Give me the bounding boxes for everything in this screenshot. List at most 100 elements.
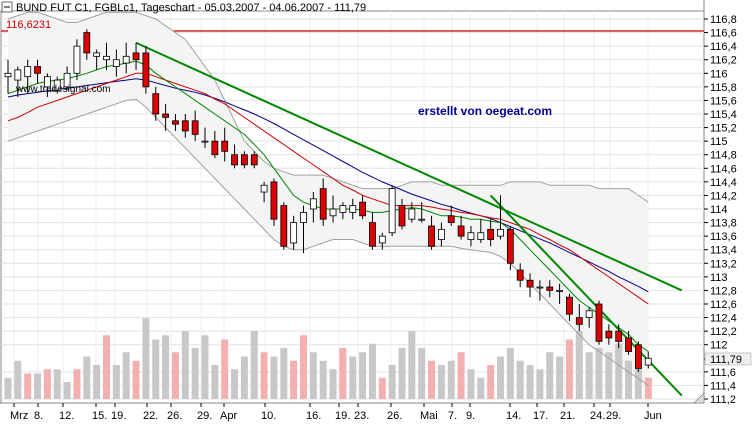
title-group: BUND FUT C1, FGBLc1, Tageschart - 05.03.… <box>1 1 366 14</box>
candle-up <box>408 208 416 220</box>
bollinger-band-shading <box>8 12 649 386</box>
y-tick-label: 112,6 <box>710 299 737 311</box>
x-tick-label: 12. <box>59 410 74 422</box>
x-tick-label: 19. <box>111 410 126 422</box>
x-tick-label: 29. <box>606 410 621 422</box>
y-tick-label: 115,8 <box>710 82 737 94</box>
volume-bar <box>615 343 623 399</box>
x-tick-label: 14. <box>506 410 521 422</box>
y-tick-label: 112,2 <box>710 326 737 338</box>
candle-up <box>418 218 426 221</box>
volume-bar <box>536 369 544 399</box>
volume-bar <box>14 360 22 399</box>
volume-bar <box>250 331 258 399</box>
volume-bar <box>506 348 514 399</box>
candle-up <box>378 235 386 244</box>
volume-bar <box>181 331 189 399</box>
candle-up <box>300 211 307 223</box>
candle-down <box>615 330 623 342</box>
volume-bar <box>408 331 416 399</box>
candle-up <box>585 310 593 318</box>
candle-up <box>437 228 445 240</box>
x-tick-label: 24. <box>590 410 605 422</box>
volume-bar <box>349 356 357 399</box>
y-tick-label: 115,2 <box>710 123 737 135</box>
candle-down <box>526 279 534 288</box>
y-tick-label: 111,4 <box>710 380 736 392</box>
x-tick-label: 29. <box>197 410 212 422</box>
candle-down <box>231 154 238 166</box>
y-tick-label: 116,2 <box>710 55 737 67</box>
candle-down <box>142 52 150 88</box>
x-tick-label: 21. <box>560 410 575 422</box>
candle-down <box>211 140 219 156</box>
candle-down <box>181 120 189 132</box>
x-tick-label: Mrz <box>10 410 28 422</box>
volume-bar <box>290 360 298 399</box>
y-tick-label: 112,8 <box>710 285 737 297</box>
y-tick-label: 113,8 <box>710 218 737 230</box>
volume-bar <box>605 352 613 399</box>
watermark: www.tradesignal.com <box>15 84 110 95</box>
resize-grip-icon[interactable] <box>693 392 705 404</box>
candle-up <box>339 205 347 213</box>
candle-down <box>487 228 495 240</box>
volume-bar <box>556 356 564 399</box>
candle-down <box>457 225 465 237</box>
volume-bar <box>368 343 376 399</box>
x-tick-label: 26. <box>167 410 182 422</box>
x-axis-panel <box>0 403 704 425</box>
volume-bar <box>4 377 12 399</box>
y-tick-label: 115,6 <box>710 95 737 107</box>
volume-bar <box>447 360 455 399</box>
volume-bar <box>152 339 160 399</box>
volume-bar <box>53 369 61 399</box>
volume-bar <box>457 352 465 399</box>
candle-down <box>625 337 632 352</box>
volume-bar <box>171 352 179 399</box>
volume-bar <box>565 339 573 399</box>
volume-bar <box>477 377 485 399</box>
candle-up <box>201 140 209 143</box>
volume-bar <box>487 365 495 399</box>
y-tick-label: 116,8 <box>710 14 737 26</box>
bollinger-fill <box>8 12 649 386</box>
x-tick-label: 16. <box>306 410 321 422</box>
volume-bar <box>34 373 42 399</box>
volume-bar <box>83 356 91 399</box>
volume-bar <box>280 348 288 399</box>
candle-up <box>556 290 563 292</box>
y-tick-label: 111,79 <box>710 354 742 366</box>
candle-down <box>398 205 406 227</box>
y-tick-label: 113 <box>710 272 728 284</box>
x-tick-label: 17. <box>533 410 548 422</box>
y-tick-label: 113,4 <box>710 245 737 257</box>
candle-up <box>467 232 475 240</box>
volume-bar <box>644 377 652 399</box>
candle-up <box>536 286 544 289</box>
annotation-text: erstellt von oegeat.com <box>418 104 552 118</box>
volume-bar <box>585 352 593 399</box>
x-tick-label: 8. <box>34 410 43 422</box>
volume-bar <box>112 365 120 399</box>
candle-up <box>103 55 110 61</box>
volume-bar <box>575 331 583 399</box>
candle-up <box>644 357 652 366</box>
volume-bar <box>437 365 445 399</box>
candle-up <box>349 205 357 213</box>
candle-down <box>595 303 603 342</box>
candle-up <box>44 76 51 88</box>
candle-down <box>221 140 229 152</box>
volume-bar <box>300 335 307 399</box>
y-tick-label: 116,6 <box>710 28 737 40</box>
volume-bar <box>467 369 475 399</box>
volume-bar <box>122 352 130 399</box>
x-tick-label: 26. <box>387 410 402 422</box>
candle-up <box>477 232 485 240</box>
candle-down <box>319 188 327 220</box>
volume-bar <box>398 348 406 399</box>
volume-bar <box>339 348 347 399</box>
y-tick-label: 113,2 <box>710 258 737 270</box>
volume-bar <box>309 352 317 399</box>
